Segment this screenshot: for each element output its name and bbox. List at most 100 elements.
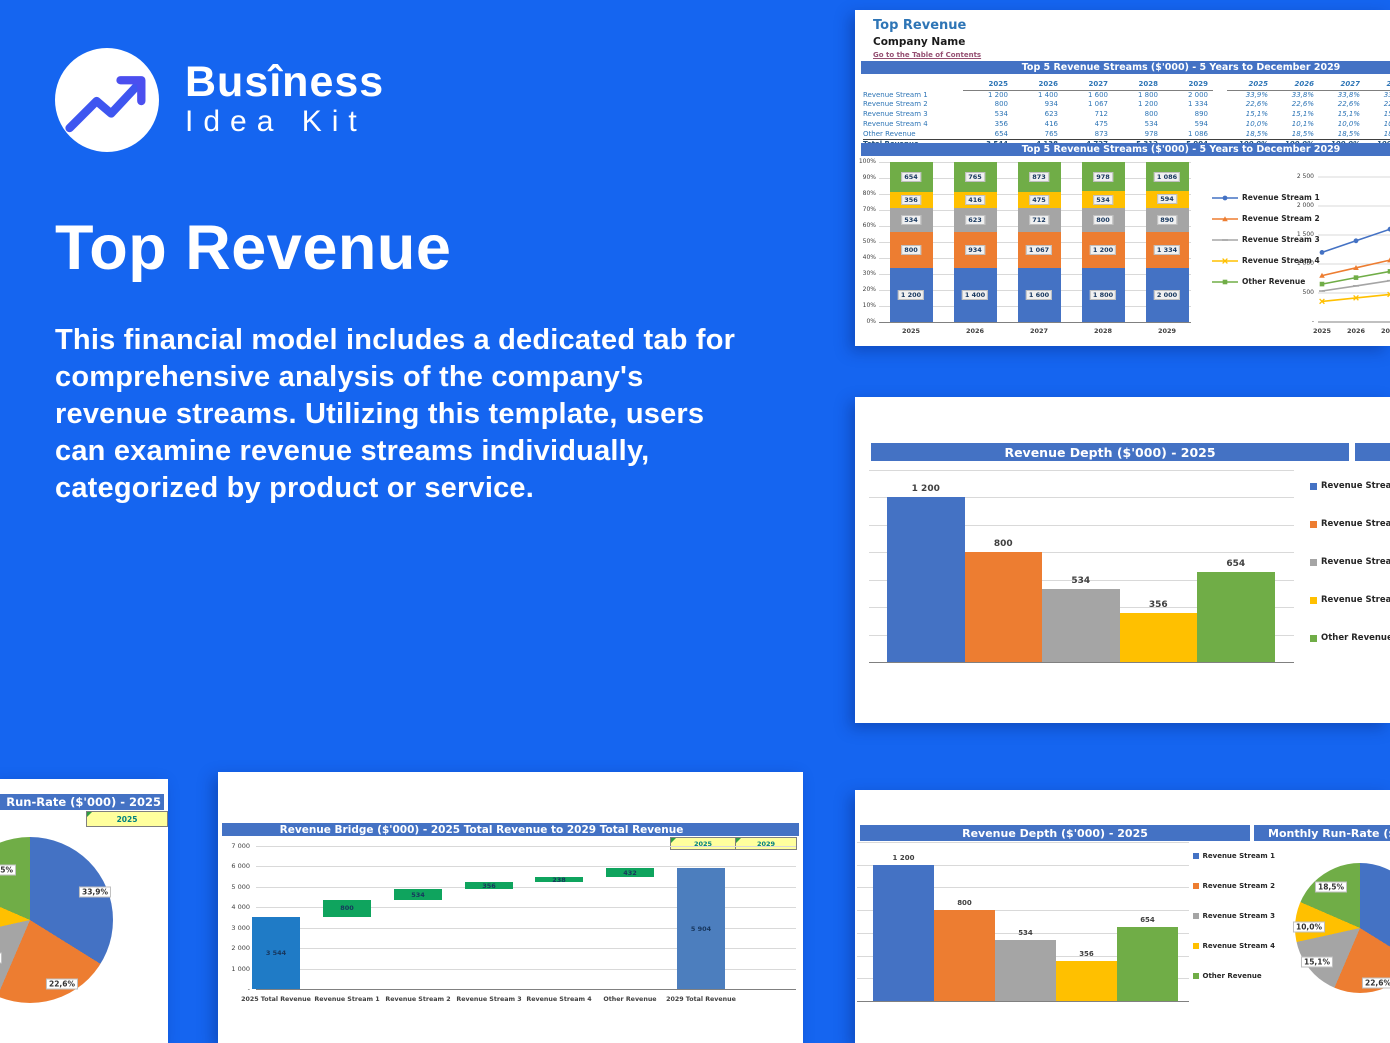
waterfall-bar (535, 877, 583, 883)
bar (964, 552, 1042, 662)
bar (995, 940, 1056, 1001)
x-axis-label: 2029 (1157, 327, 1177, 335)
y-axis-tick: 60% (862, 222, 876, 229)
table-cell: 800 (994, 100, 1008, 109)
y-axis-tick: 1 000 (1296, 260, 1314, 267)
segment-value-label: 800 (1093, 214, 1113, 225)
legend-item: Revenue Stream 3 (1212, 235, 1320, 244)
pie-percent-label: 15,1% (1300, 956, 1334, 968)
legend-label: Revenue Stream 4 (1242, 256, 1320, 265)
table-cell: 18,5% (1245, 129, 1268, 138)
pie-percent-label: 15,1% (0, 952, 3, 964)
brand-header: Busîness Idea Kit (55, 48, 384, 152)
table-cell: 1 086 (1187, 129, 1208, 138)
segment-value-label: 1 086 (1153, 171, 1181, 182)
x-axis-label: 2025 (1312, 327, 1332, 335)
chart-header-bar: Top 5 Revenue Streams ($'000) - 5 Years … (861, 143, 1390, 156)
segment-value-label: 873 (1029, 171, 1049, 182)
gridline (857, 1001, 1189, 1002)
segment-value-label: 356 (901, 194, 921, 205)
start-year-selector-cell[interactable]: 2025 (670, 837, 736, 850)
legend-item: Revenue Stream 3 (1193, 912, 1275, 920)
legend-line-marker-icon (1212, 215, 1238, 221)
legend-item: Revenue Stream 1 (1193, 852, 1275, 860)
brand-text: Busîness Idea Kit (185, 60, 384, 140)
sheet-title: Top Revenue (873, 18, 967, 33)
gridline (869, 579, 1294, 581)
y-axis-tick: 500 (1302, 289, 1314, 296)
bar (887, 497, 965, 662)
table-cell: 623 (1044, 110, 1058, 119)
legend-label: Revenue Stream 2 (1202, 882, 1276, 890)
segment-value-label: 416 (965, 194, 985, 205)
table-of-contents-link[interactable]: Go to the Table of Contents (873, 51, 982, 59)
waterfall-bar (677, 868, 725, 989)
legend-label: Other Revenue (1321, 633, 1390, 643)
legend-item: Revenue Stream 4 (1310, 595, 1390, 605)
bar (1119, 613, 1197, 662)
row-label: Revenue Stream 3 (863, 110, 928, 119)
table-cell: 18,5% (1291, 129, 1314, 138)
table-title: Top 5 Revenue Streams ($'000) - 5 Years … (1021, 62, 1341, 73)
gridline (256, 907, 796, 909)
table-cell: 15,1% (1245, 110, 1268, 119)
pie-percent-label: 10,0% (1292, 921, 1326, 933)
segment-value-label: 712 (1029, 214, 1049, 225)
revenue-bridge-panel: Revenue Bridge ($'000) - 2025 Total Reve… (218, 772, 803, 1043)
table-cell: 15,1% (1383, 110, 1390, 119)
segment-value-label: 475 (1029, 194, 1049, 205)
legend-line-marker-icon (1212, 195, 1238, 200)
row-label: Other Revenue (863, 129, 916, 138)
gridline (869, 662, 1294, 663)
segment-value-label: 978 (1093, 171, 1113, 182)
x-axis-label: 2027 (1029, 327, 1049, 335)
bar-value-label: 5 904 (690, 924, 712, 933)
gridline (256, 948, 796, 950)
table-cell: 10,1% (1383, 119, 1390, 128)
y-axis-tick: 2 500 (1296, 173, 1314, 180)
page-title: Top Revenue (55, 213, 452, 283)
legend-bullet-icon (1193, 913, 1199, 919)
segment-value-label: 1 400 (961, 289, 989, 300)
waterfall-bar (465, 882, 513, 890)
bar-value-label: 534 (411, 890, 425, 899)
table-cell: 1 800 (1137, 90, 1158, 99)
gridline (857, 932, 1189, 934)
end-year-selector-cell[interactable]: 2029 (735, 837, 797, 850)
y-axis-tick: 10% (862, 302, 876, 309)
table-cell: 2 000 (1187, 90, 1208, 99)
legend-item: Revenue Stream 4 (1212, 256, 1320, 265)
y-axis-tick: 0% (866, 318, 876, 325)
y-axis-tick: 2 000 (1296, 202, 1314, 209)
table-cell: 356 (994, 119, 1008, 128)
y-axis-tick: 5 000 (231, 882, 250, 891)
brand-name: Busîness (185, 58, 385, 106)
x-axis-label: 2026 (1346, 327, 1366, 335)
table-cell: 18,5% (1337, 129, 1360, 138)
table-cell: 15,1% (1337, 110, 1360, 119)
segment-value-label: 1 200 (1089, 244, 1117, 255)
gridline (869, 524, 1294, 526)
bar-value-label: 3 544 (265, 948, 287, 957)
segment-value-label: 534 (901, 214, 921, 225)
year-selector-cell[interactable]: 2025 (86, 811, 168, 827)
y-axis-tick: 2 000 (231, 944, 250, 953)
gridline (256, 866, 796, 868)
y-axis-tick: 30% (862, 270, 876, 277)
table-cell: 934 (1044, 100, 1058, 109)
bar-value-label: 356 (482, 881, 496, 890)
bar-value-label: 432 (623, 868, 637, 877)
row-label: Revenue Stream 2 (863, 100, 928, 109)
legend-bullet-icon (1310, 482, 1317, 490)
gridline (256, 886, 796, 888)
legend-label: Revenue Stream 3 (1242, 235, 1320, 244)
bar (873, 864, 934, 1001)
year-header: 2029 (1163, 80, 1213, 91)
x-axis-label: Revenue Stream 3 (456, 996, 522, 1003)
table-cell: 1 400 (1037, 90, 1058, 99)
table-cell: 873 (1094, 129, 1108, 138)
table-cell: 534 (1144, 119, 1158, 128)
row-label: Revenue Stream 4 (863, 119, 928, 128)
legend-label: Revenue Stream 1 (1242, 193, 1320, 202)
pct-year-header: 2028 (1365, 80, 1390, 91)
